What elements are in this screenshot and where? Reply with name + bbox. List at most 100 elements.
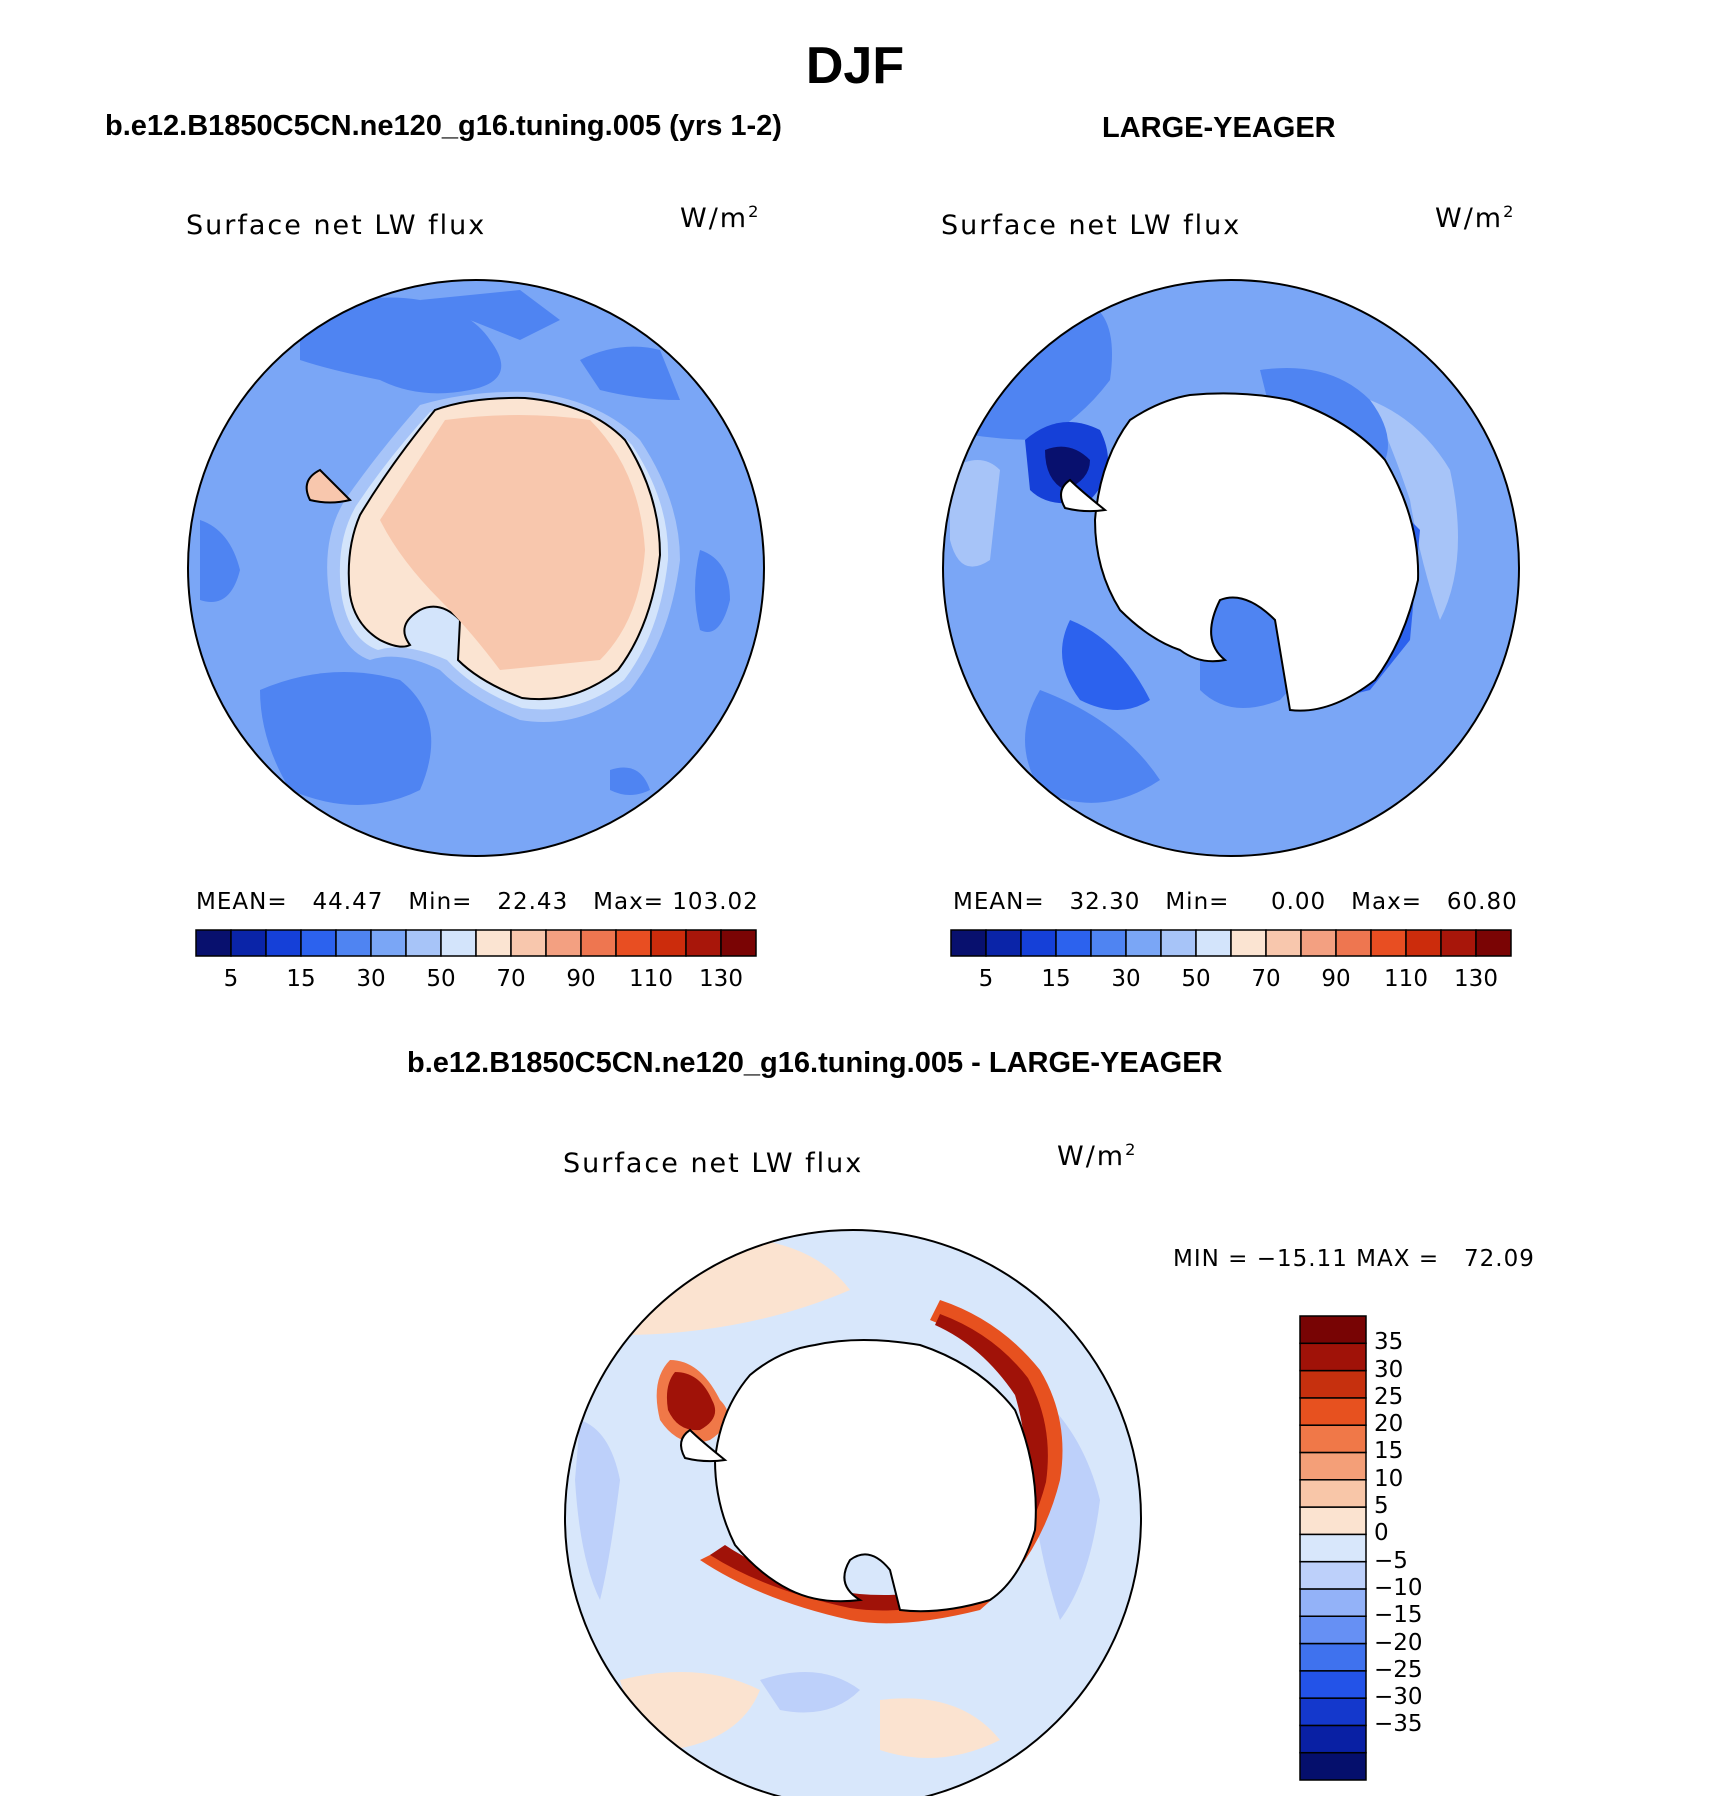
panel1-colorbar-box-0: [195, 929, 232, 957]
panel2-colorbar-box-5: [1125, 929, 1162, 957]
panel1-colorbar-tick: 90: [566, 966, 596, 992]
panel1-colorbar-tick: 130: [699, 966, 743, 992]
panel2-colorbar-tick: 70: [1251, 966, 1281, 992]
panel1-colorbar-box-11: [580, 929, 617, 957]
panel3-colorbar-box-11: [1299, 1451, 1367, 1481]
panel3-colorbar-box-8: [1299, 1533, 1367, 1563]
panel1-stats: MEAN= 44.47 Min= 22.43 Max= 103.02: [196, 889, 759, 915]
panel1-colorbar-box-7: [440, 929, 477, 957]
panel1-units: W/m2: [680, 202, 761, 234]
panel2-colorbar-tick: 50: [1181, 966, 1211, 992]
panel3-colorbar: [1299, 1315, 1367, 1781]
panel2-colorbar-box-8: [1230, 929, 1267, 957]
panel3-colorbar-box-6: [1299, 1588, 1367, 1617]
panel3-colorbar-tick: 30: [1374, 1356, 1404, 1383]
panel2-colorbar-box-2: [1020, 929, 1057, 957]
panel3-colorbar-box-12: [1299, 1424, 1367, 1454]
panel3-colorbar-tick: 5: [1374, 1493, 1389, 1520]
panel2-colorbar-box-12: [1370, 929, 1407, 957]
panel3-colorbar-box-7: [1299, 1560, 1367, 1590]
panel2-colorbar-box-11: [1335, 929, 1372, 957]
panel1-colorbar-tick: 50: [426, 966, 456, 992]
panel2-colorbar: [950, 929, 1512, 957]
panel3-colorbar-box-13: [1299, 1397, 1367, 1426]
panel3-colorbar-tick: −15: [1374, 1602, 1423, 1629]
panel1-colorbar-box-15: [720, 929, 757, 957]
panel3-colorbar-box-15: [1299, 1342, 1367, 1372]
figure-title: DJF: [805, 37, 905, 95]
panel3-title: b.e12.B1850C5CN.ne120_g16.tuning.005 - L…: [407, 1047, 1223, 1079]
panel2-variable: Surface net LW flux: [941, 210, 1242, 241]
panel3-colorbar-box-0: [1299, 1751, 1367, 1781]
panel3-colorbar-tick: 20: [1374, 1411, 1404, 1438]
panel3-variable: Surface net LW flux: [563, 1148, 864, 1179]
panel2-colorbar-box-10: [1300, 929, 1337, 957]
panel2-colorbar-box-1: [985, 929, 1022, 957]
panel2-units: W/m2: [1435, 202, 1516, 234]
panel3-colorbar-box-1: [1299, 1724, 1367, 1754]
panel2-colorbar-tick: 110: [1384, 966, 1428, 992]
panel3-stats: MIN = −15.11 MAX = 72.09: [1173, 1246, 1535, 1272]
panel2-colorbar-tick: 30: [1111, 966, 1141, 992]
panel2-colorbar-box-0: [950, 929, 987, 957]
panel3-colorbar-tick: −20: [1374, 1629, 1423, 1656]
panel2-stats: MEAN= 32.30 Min= 0.00 Max= 60.80: [953, 889, 1518, 915]
panel2-colorbar-box-14: [1440, 929, 1477, 957]
panel3-colorbar-box-10: [1299, 1479, 1367, 1508]
panel3-colorbar-tick: 0: [1374, 1520, 1389, 1547]
panel1-colorbar-tick: 70: [496, 966, 526, 992]
panel1-variable: Surface net LW flux: [186, 210, 487, 241]
panel3-colorbar-tick: −35: [1374, 1711, 1423, 1738]
panel1-colorbar-box-6: [405, 929, 442, 957]
panel1-colorbar-box-12: [615, 929, 652, 957]
panel1-map: [187, 279, 765, 857]
panel3-colorbar-tick: −10: [1374, 1574, 1423, 1601]
panel2-title: LARGE-YEAGER: [1102, 112, 1336, 144]
panel1-colorbar-box-4: [335, 929, 372, 957]
panel2-colorbar-box-15: [1475, 929, 1512, 957]
panel2-colorbar-box-3: [1055, 929, 1092, 957]
panel3-colorbar-box-14: [1299, 1369, 1367, 1399]
panel1-colorbar-box-2: [265, 929, 302, 957]
panel1-colorbar-box-3: [300, 929, 337, 957]
panel3-map: [564, 1229, 1142, 1796]
panel2-colorbar-box-4: [1090, 929, 1127, 957]
panel2-colorbar-tick: 15: [1041, 966, 1071, 992]
panel3-colorbar-tick: −5: [1374, 1547, 1408, 1574]
panel3-colorbar-box-2: [1299, 1697, 1367, 1727]
panel1-colorbar-box-10: [545, 929, 582, 957]
panel1-colorbar-box-8: [475, 929, 512, 957]
panel1-colorbar-tick: 5: [223, 966, 239, 992]
panel3-colorbar-tick: 15: [1374, 1438, 1404, 1465]
panel2-colorbar-tick: 90: [1321, 966, 1351, 992]
panel1-colorbar-box-1: [230, 929, 267, 957]
panel3-units: W/m2: [1057, 1140, 1138, 1172]
panel1-colorbar-box-5: [370, 929, 407, 957]
panel2-colorbar-box-6: [1160, 929, 1197, 957]
panel1-colorbar-box-14: [685, 929, 722, 957]
panel1-colorbar-tick: 110: [629, 966, 673, 992]
panel3-colorbar-tick: 10: [1374, 1465, 1404, 1492]
panel3-colorbar-box-16: [1299, 1315, 1367, 1345]
panel1-colorbar-box-13: [650, 929, 687, 957]
panel3-colorbar-tick: −30: [1374, 1684, 1423, 1711]
panel3-colorbar-tick: 35: [1374, 1329, 1404, 1356]
panel1-colorbar-box-9: [510, 929, 547, 957]
panel1-title: b.e12.B1850C5CN.ne120_g16.tuning.005 (yr…: [105, 110, 782, 142]
panel2-colorbar-tick: 130: [1454, 966, 1498, 992]
panel1-colorbar-tick: 30: [356, 966, 386, 992]
panel1-colorbar: [195, 929, 757, 957]
panel3-colorbar-box-9: [1299, 1506, 1367, 1536]
panel3-colorbar-tick: 25: [1374, 1383, 1404, 1410]
panel2-colorbar-tick: 5: [978, 966, 994, 992]
panel3-colorbar-box-3: [1299, 1670, 1367, 1699]
panel2-colorbar-box-7: [1195, 929, 1232, 957]
panel1-colorbar-tick: 15: [286, 966, 316, 992]
panel2-colorbar-box-13: [1405, 929, 1442, 957]
panel3-colorbar-tick: −25: [1374, 1656, 1423, 1683]
panel2-map: [942, 279, 1520, 857]
panel3-colorbar-box-4: [1299, 1642, 1367, 1672]
panel3-colorbar-box-5: [1299, 1615, 1367, 1645]
panel2-colorbar-box-9: [1265, 929, 1302, 957]
